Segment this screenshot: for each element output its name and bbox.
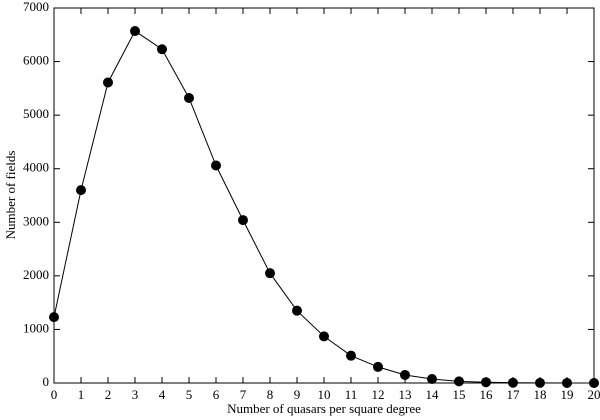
y-tick-label: 1000: [23, 320, 49, 335]
data-point: [130, 26, 140, 37]
y-tick-label: 6000: [23, 53, 49, 68]
data-point: [346, 350, 356, 361]
x-tick-label: 10: [318, 387, 331, 402]
x-tick-label: 18: [534, 387, 547, 402]
y-tick-label: 0: [43, 374, 50, 389]
x-tick-label: 6: [213, 387, 220, 402]
y-tick-label: 2000: [23, 267, 49, 282]
x-tick-label: 7: [240, 387, 247, 402]
x-tick-label: 1: [78, 387, 85, 402]
x-tick-label: 12: [372, 387, 385, 402]
x-tick-label: 15: [453, 387, 466, 402]
data-point: [373, 361, 383, 372]
y-tick-label: 3000: [23, 213, 49, 228]
x-tick-label: 13: [399, 387, 412, 402]
data-point: [400, 369, 410, 380]
x-tick-label: 17: [507, 387, 521, 402]
data-point: [562, 377, 572, 388]
data-point: [49, 312, 59, 323]
data-point: [76, 185, 86, 196]
x-tick-label: 20: [588, 387, 600, 402]
plot-frame: [53, 7, 595, 384]
data-point: [319, 331, 329, 342]
x-tick-label: 11: [345, 387, 358, 402]
data-point: [508, 377, 518, 388]
x-tick-label: 5: [186, 387, 193, 402]
x-tick-label: 3: [132, 387, 139, 402]
y-tick-label: 4000: [23, 160, 49, 175]
data-point: [238, 215, 248, 226]
x-tick-label: 4: [159, 387, 166, 402]
y-tick-label: 7000: [23, 0, 49, 14]
data-point: [265, 268, 275, 279]
data-point: [103, 77, 113, 88]
data-line: [53, 30, 595, 384]
x-tick-label: 19: [561, 387, 574, 402]
data-point: [211, 160, 221, 171]
data-point: [589, 378, 599, 388]
x-tick-label: 0: [51, 387, 58, 402]
data-point: [535, 377, 545, 388]
data-point: [157, 44, 167, 55]
x-tick-label: 14: [426, 387, 440, 402]
data-point: [292, 305, 302, 316]
x-axis-label: Number of quasars per square degree: [227, 401, 421, 416]
x-tick-label: 9: [294, 387, 301, 402]
y-axis-label: Number of fields: [3, 151, 18, 240]
data-point: [481, 377, 491, 388]
data-point: [427, 373, 437, 384]
data-point: [184, 93, 194, 103]
y-tick-label: 5000: [23, 106, 49, 121]
data-point: [454, 376, 464, 387]
x-tick-label: 2: [105, 387, 112, 402]
x-tick-label: 16: [480, 387, 494, 402]
x-tick-label: 8: [267, 387, 274, 402]
